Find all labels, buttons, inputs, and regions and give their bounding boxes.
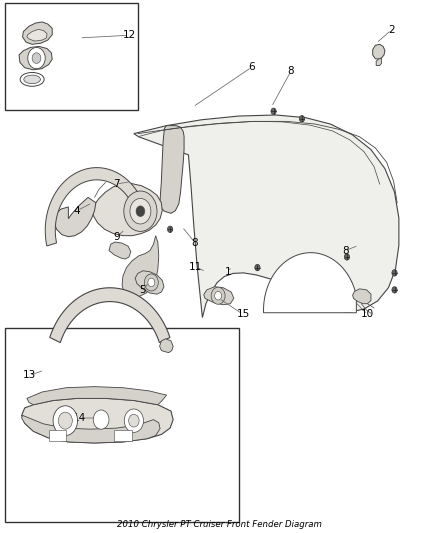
Circle shape [392,287,397,293]
Circle shape [299,116,304,122]
Text: 6: 6 [248,62,255,72]
Polygon shape [54,197,96,237]
Circle shape [145,274,158,291]
Polygon shape [122,236,159,297]
Circle shape [211,287,225,304]
Circle shape [392,270,397,276]
Polygon shape [135,271,164,294]
Ellipse shape [20,72,44,86]
Text: 15: 15 [237,309,250,319]
Polygon shape [158,126,184,213]
Text: 11: 11 [188,262,201,271]
Bar [5,328,239,522]
Bar [49,430,66,441]
Circle shape [58,412,72,429]
Polygon shape [376,58,381,66]
Bar [5,3,138,110]
Circle shape [129,414,139,427]
Text: 9: 9 [113,232,120,243]
Circle shape [124,191,157,231]
Circle shape [93,410,109,429]
Text: 8: 8 [288,66,294,76]
Text: 1: 1 [224,267,231,277]
Polygon shape [204,287,234,305]
Ellipse shape [24,75,40,84]
Polygon shape [92,183,162,236]
Circle shape [167,226,173,232]
Circle shape [148,278,155,287]
Text: 7: 7 [113,179,120,189]
Polygon shape [45,167,148,246]
Polygon shape [353,289,371,304]
Polygon shape [21,415,160,443]
Circle shape [124,409,144,432]
Polygon shape [373,44,385,59]
Text: 14: 14 [73,413,86,423]
Polygon shape [27,386,166,405]
Text: 2: 2 [388,25,395,35]
Polygon shape [134,115,399,318]
Text: 8: 8 [343,246,349,255]
Circle shape [255,264,260,271]
Circle shape [215,292,222,300]
Polygon shape [19,46,52,70]
Circle shape [130,198,151,224]
Polygon shape [264,253,357,313]
Polygon shape [21,398,173,443]
Polygon shape [109,242,131,259]
Circle shape [271,108,276,115]
Text: 2010 Chrysler PT Cruiser Front Fender Diagram: 2010 Chrysler PT Cruiser Front Fender Di… [117,520,321,529]
Text: 10: 10 [361,309,374,319]
Bar [114,430,132,441]
Text: 5: 5 [139,286,146,295]
Circle shape [344,254,350,260]
Circle shape [28,47,45,69]
Text: 8: 8 [192,238,198,247]
Circle shape [53,406,78,435]
Polygon shape [159,339,173,353]
Text: 4: 4 [74,206,81,216]
Text: 13: 13 [22,370,36,381]
Polygon shape [50,288,170,343]
Polygon shape [27,29,47,41]
Text: 12: 12 [123,30,136,41]
Circle shape [32,53,41,63]
Circle shape [136,206,145,216]
Polygon shape [22,22,52,44]
